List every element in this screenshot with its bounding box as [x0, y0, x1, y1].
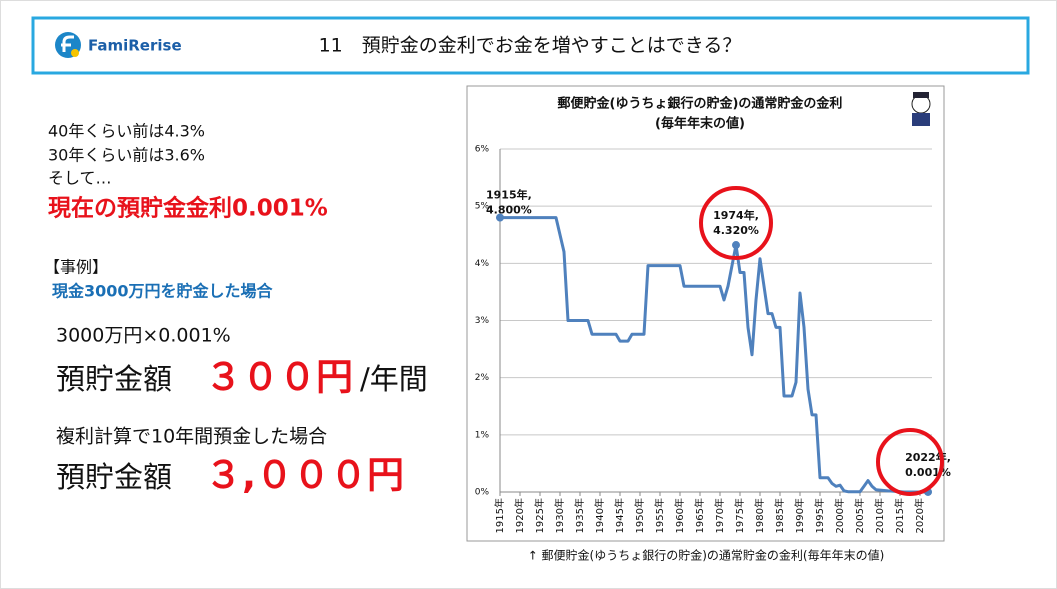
- amount-label: 預貯金額: [56, 460, 172, 494]
- mascot: [911, 92, 931, 126]
- intro-line: 30年くらい前は3.6%: [48, 146, 205, 165]
- chart-title: 郵便貯金(ゆうちょ銀行の貯金)の通常貯金の金利: [558, 96, 843, 112]
- point-marker: [732, 241, 740, 250]
- x-tick-label: 1965年: [693, 498, 706, 533]
- x-tick-label: 1990年: [793, 498, 806, 533]
- calc: 複利計算で10年間預金した場合: [56, 426, 327, 448]
- y-tick-label: 4%: [475, 259, 490, 269]
- intro-line: 40年くらい前は4.3%: [48, 122, 205, 141]
- calc: 3000万円×0.001%: [56, 325, 231, 347]
- x-tick-label: 2000年: [833, 498, 846, 533]
- highlight-circle: [876, 427, 944, 496]
- case-label: 【事例】: [44, 258, 108, 277]
- annotation: 2022年,: [905, 450, 951, 464]
- chart-frame: [466, 85, 945, 542]
- x-tick-label: 1985年: [773, 498, 786, 533]
- header-title: 11 預貯金の金利でお金を増やすことはできる？: [319, 35, 742, 57]
- x-tick-label: 2015年: [893, 498, 906, 533]
- x-tick-label: 1940年: [593, 498, 606, 533]
- chart-subtitle: (毎年年末の値): [655, 116, 745, 132]
- x-tick-label: 1935年: [573, 498, 586, 533]
- amount-value: ３,０００円: [205, 454, 404, 497]
- x-tick-label: 1970年: [713, 498, 726, 533]
- y-tick-label: 0%: [475, 488, 490, 498]
- y-tick-label: 1%: [475, 430, 490, 440]
- amount-value: ３００円: [205, 356, 353, 399]
- x-tick-label: 1930年: [553, 498, 566, 533]
- x-tick-label: 1995年: [813, 498, 826, 533]
- annotation: 1915年,: [486, 188, 532, 202]
- highlight: 現在の預貯金金利0.001%: [48, 195, 328, 222]
- amount-unit: /年間: [360, 362, 428, 396]
- annotation: 0.001%: [905, 466, 951, 479]
- x-tick-label: 1975年: [733, 498, 746, 533]
- annotation: 4.320%: [713, 224, 759, 237]
- x-tick-label: 1960年: [673, 498, 686, 533]
- caption: ↑ 郵便貯金(ゆうちょ銀行の貯金)の通常貯金の金利(毎年年末の値): [528, 548, 885, 563]
- amount-label: 預貯金額: [56, 362, 172, 396]
- x-tick-label: 2020年: [913, 498, 926, 533]
- line-series: [500, 216, 928, 494]
- x-tick-label: 1945年: [613, 498, 626, 533]
- x-tick-label: 2005年: [853, 498, 866, 533]
- point-marker: [496, 213, 504, 222]
- x-tick-label: 2010年: [873, 498, 886, 533]
- y-tick-label: 6%: [475, 145, 490, 155]
- logo-icon: [55, 32, 81, 58]
- y-tick-label: 2%: [475, 373, 490, 383]
- x-tick-label: 1950年: [633, 498, 646, 533]
- x-tick-label: 1925年: [533, 498, 546, 533]
- y-tick-label: 3%: [475, 316, 490, 326]
- case: 現金3000万円を貯金した場合: [52, 282, 274, 301]
- logo-text: FamiRerise: [88, 37, 182, 55]
- x-tick-label: 1980年: [753, 498, 766, 533]
- y-tick-label: 5%: [475, 202, 490, 212]
- x-tick-label: 1915年: [493, 498, 506, 533]
- highlight-circle: [699, 186, 773, 261]
- intro-line: そして…: [48, 169, 112, 188]
- x-tick-label: 1920年: [513, 498, 526, 533]
- annotation: 1974年,: [713, 208, 759, 222]
- header-box: [31, 16, 1030, 75]
- x-tick-label: 1955年: [653, 498, 666, 533]
- annotation: 4.800%: [486, 204, 532, 217]
